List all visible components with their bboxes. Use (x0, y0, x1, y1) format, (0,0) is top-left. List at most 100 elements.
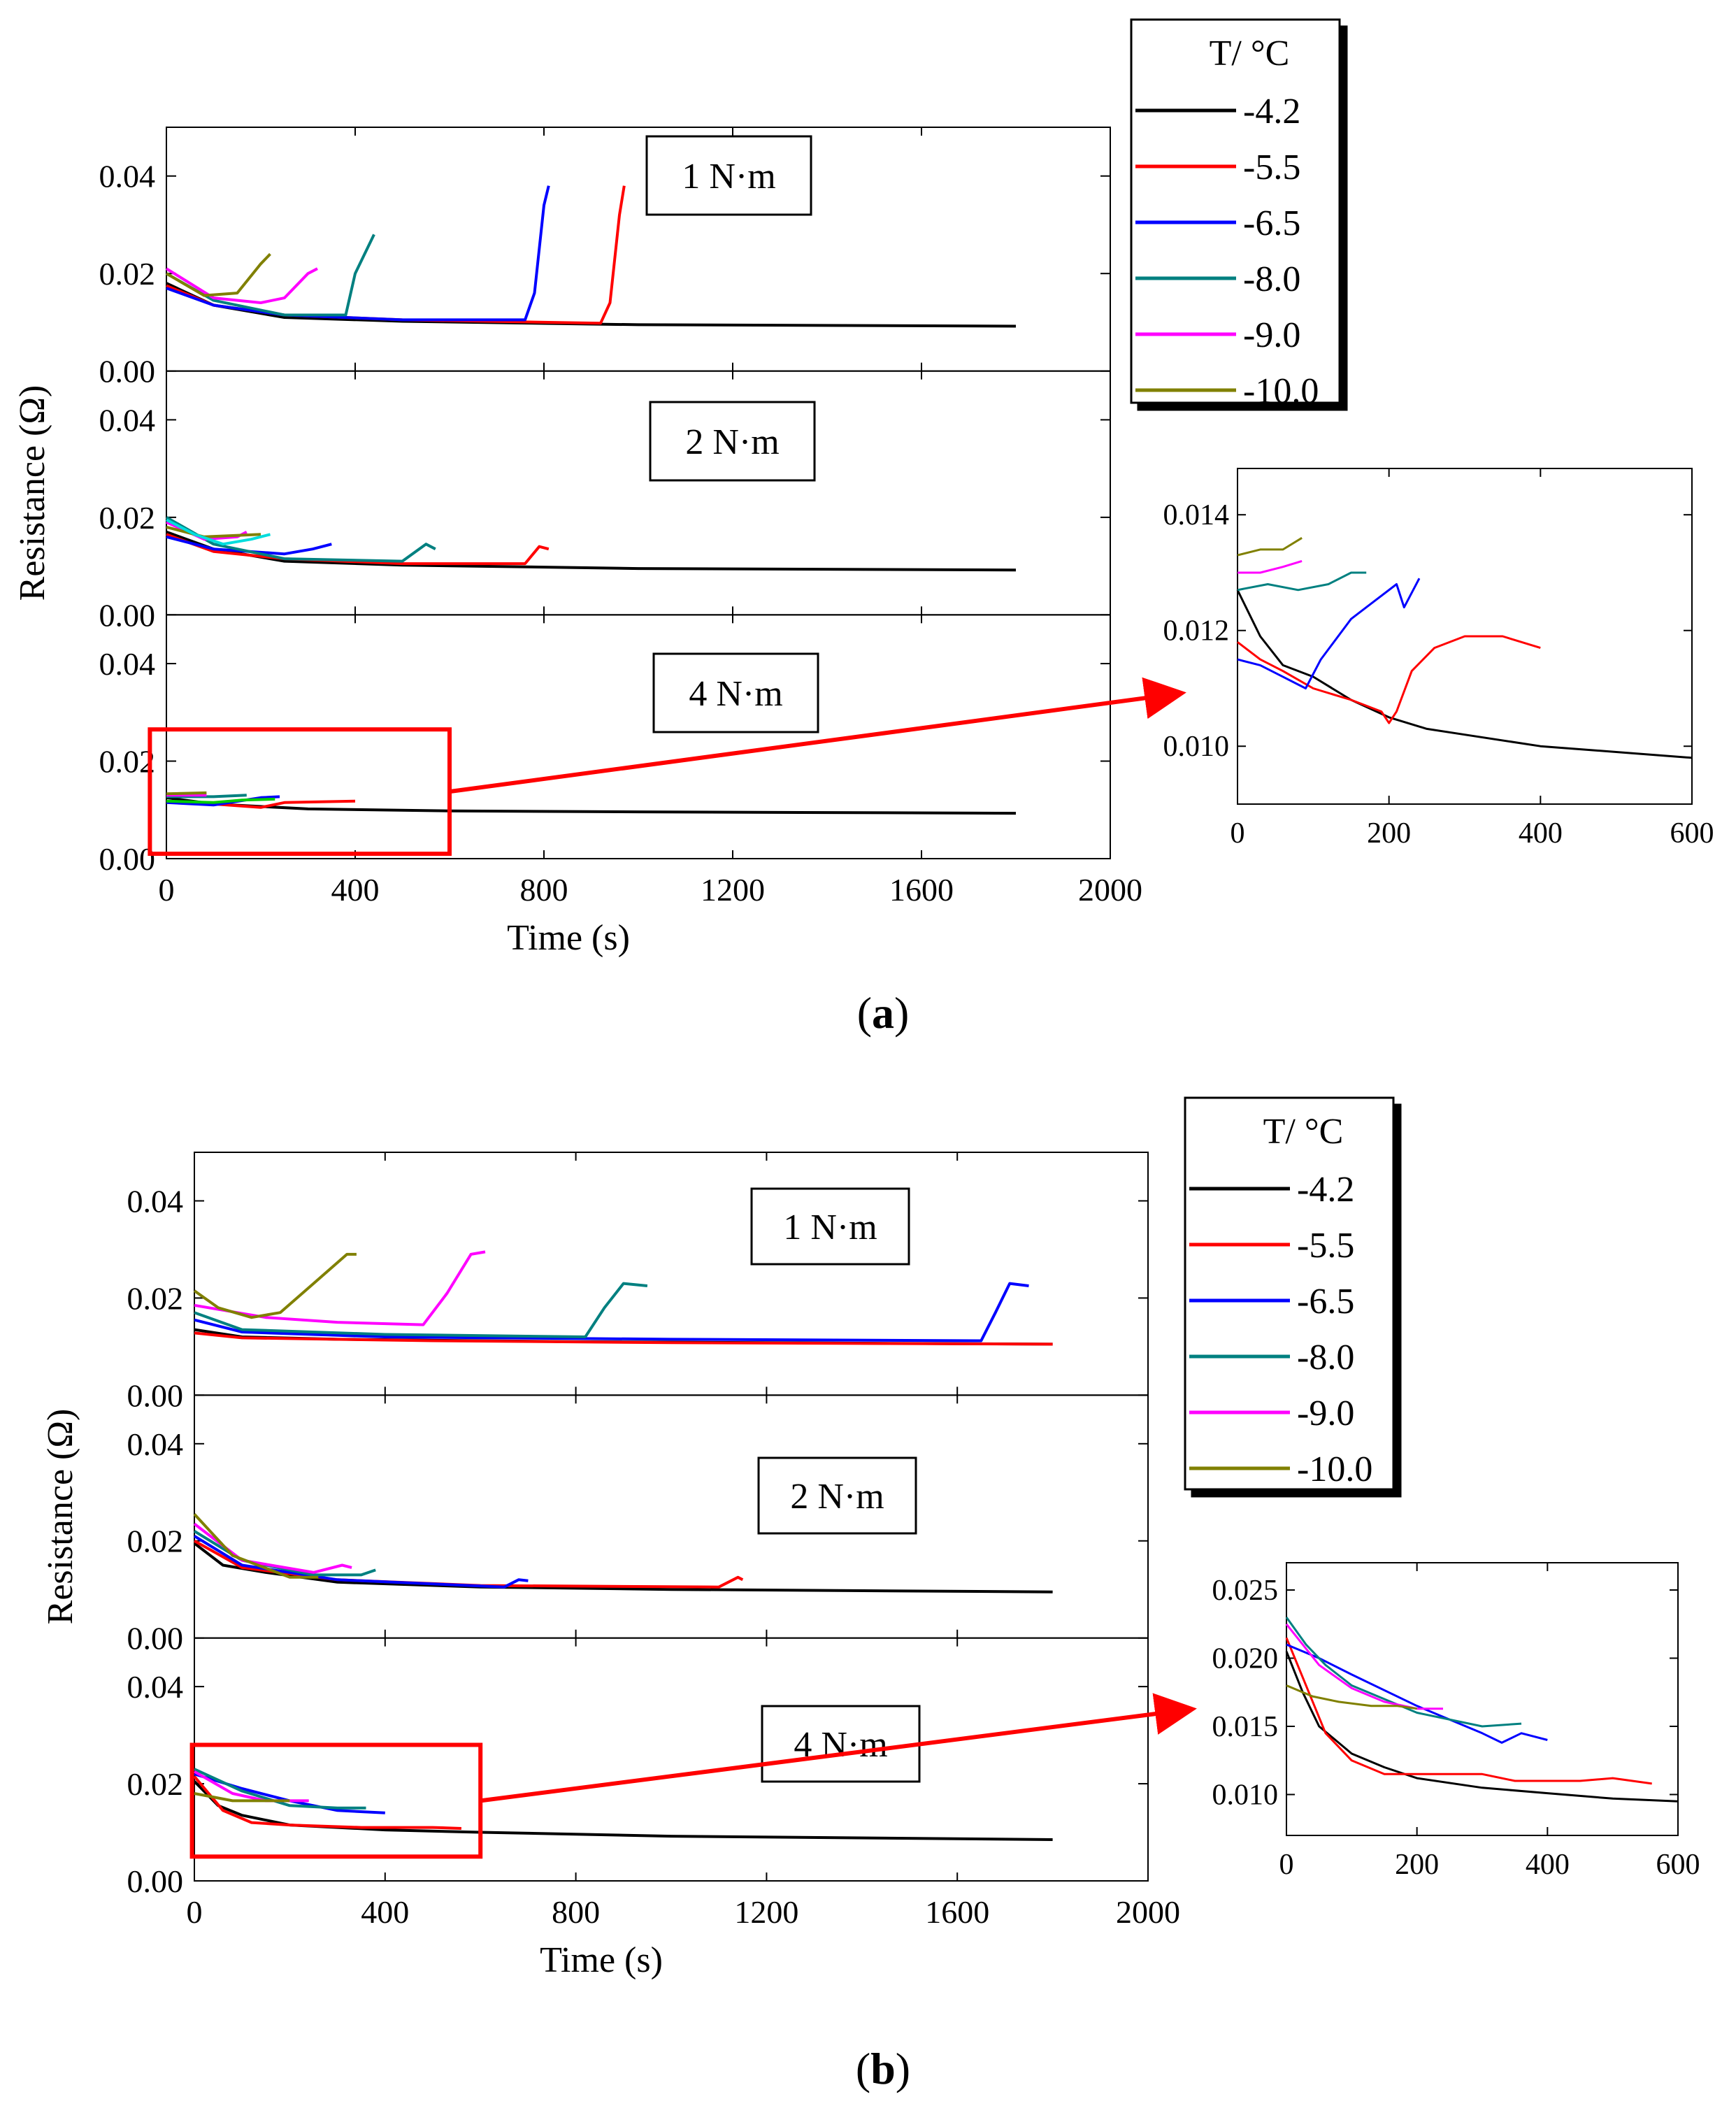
zoom-arrow (449, 677, 1186, 794)
series-line--8.0 (194, 1282, 648, 1338)
series-line--10.0 (1286, 1684, 1417, 1710)
legend-label: -5.5 (1243, 148, 1300, 187)
inset-x-tick-label: 0 (1231, 817, 1245, 850)
y-tick-label: 0.00 (99, 597, 156, 633)
subplot-a-2: 0.00 0.02 0.04 2 N·m (99, 370, 1111, 633)
torque-label-box (645, 135, 812, 216)
subplot-frame (166, 614, 1111, 859)
series-line--5.5 (194, 1331, 1053, 1346)
series-line--5.5 (193, 1775, 461, 1830)
subplot-b-3: 0.000.020.044 N·m (127, 1637, 1149, 1899)
series-line--9.0 (194, 1250, 486, 1326)
inset-x-tick-label: 200 (1367, 817, 1411, 850)
legend-label: -6.5 (1297, 1282, 1354, 1322)
x-tick-label: 2000 (1116, 1894, 1180, 1930)
torque-label: 1 N·m (682, 157, 775, 196)
legend-label: -5.5 (1297, 1226, 1354, 1266)
series-line--4.2 (193, 1542, 1053, 1594)
inset-x-tick-label: 200 (1395, 1849, 1439, 1881)
subplot-a-3: 0.00 0.02 0.04 4 N·m (99, 614, 1111, 877)
inset-y-tick-label: 0.014 (1163, 499, 1230, 531)
panel-caption: (a) (857, 988, 910, 1038)
zoom-arrow (480, 1693, 1197, 1803)
series-line--5.5 (166, 533, 550, 566)
torque-label: 2 N·m (685, 422, 779, 462)
legend-label: -4.2 (1243, 92, 1300, 131)
series-line--4.2 (193, 1780, 1053, 1841)
series-line--10.0 (166, 791, 207, 796)
inset-y-tick-label: 0.010 (1212, 1779, 1279, 1812)
x-tick-label: 0 (159, 872, 175, 908)
legend-box (1130, 18, 1341, 404)
legend-b: T/ °C -4.2 -5.5 -6.5 -8.0 -9.0 -10.0 (1184, 1096, 1402, 1498)
series-line--8.0 (166, 234, 375, 317)
y-tick-label: 0.00 (127, 1863, 184, 1899)
legend-label: -8.0 (1243, 259, 1300, 299)
y-axis-label: Resistance (Ω) (41, 1409, 80, 1625)
series-line--6.5 (166, 185, 550, 322)
y-tick-label: 0.04 (99, 402, 156, 438)
x-tick-label: 0 (187, 1894, 203, 1930)
series-line--6.5 (193, 1535, 529, 1589)
y-tick-label: 0.00 (127, 1377, 184, 1413)
torque-label-box (757, 1456, 917, 1535)
series-line--8.0 (194, 1768, 366, 1810)
subplot-b-2: 0.00 0.02 0.04 2 N·m (127, 1394, 1149, 1656)
legend-a: T/ °C -4.2 -5.5 -6.5 -8.0 -9.0 -10.0 (1130, 18, 1348, 411)
series-line--10.0 (194, 1792, 290, 1803)
series-line--10.0b (166, 518, 271, 546)
inset-frame (1237, 468, 1693, 805)
series-line--10.0 (165, 252, 271, 297)
series-line--8.0 (166, 794, 247, 798)
caption-open: ( (856, 2044, 870, 2093)
torque-label: 4 N·m (689, 674, 782, 714)
subplot-frame (194, 1394, 1149, 1639)
y-tick-label: 0.04 (127, 1183, 184, 1219)
series-line--4.2 (1285, 1651, 1679, 1803)
x-tick-label: 2000 (1078, 872, 1142, 908)
x-axis-label: Time (s) (507, 918, 630, 958)
y-tick-label: 0.02 (127, 1280, 184, 1316)
series-line--4.2 (166, 796, 1017, 815)
series-line--5.5 (166, 185, 626, 325)
zoom-region-box (148, 727, 452, 857)
panel-caption: (b) (856, 2044, 910, 2093)
caption-open: ( (857, 988, 872, 1038)
torque-label: 2 N·m (790, 1477, 884, 1517)
y-tick-label: 0.02 (127, 1524, 184, 1559)
inset-y-tick-label: 0.012 (1163, 615, 1230, 647)
inset-y-tick-label: 0.015 (1212, 1711, 1279, 1743)
subplot-b-1: 0.00 0.02 0.04 1 N·m (127, 1152, 1149, 1413)
series-line--6.5 (166, 535, 332, 556)
series-line--8.0 (1285, 1617, 1522, 1728)
legend-label: -10.0 (1243, 371, 1319, 411)
series-line--8.0 (1237, 571, 1367, 592)
y-tick-label: 0.00 (127, 1621, 184, 1656)
y-tick-label: 0.04 (99, 646, 156, 682)
y-tick-label: 0.02 (99, 256, 156, 292)
x-tick-label: 400 (331, 872, 380, 908)
panel-b: 0.000.020.041 N·m0.000.020.042 N·m0.000.… (41, 1096, 1700, 2093)
torque-label-box (652, 652, 819, 733)
series-line--5.5 (1285, 1637, 1652, 1785)
inset-b: 0.010 0.015 0.020 0.025 0 200 400 600 (1212, 1562, 1700, 1881)
series-line--10.0 (193, 1252, 357, 1319)
inset-x-tick-label: 400 (1519, 817, 1563, 850)
series-line--5.5 (194, 1539, 744, 1589)
y-tick-label: 0.04 (127, 1669, 184, 1705)
series-line--6.5 (1286, 1643, 1548, 1744)
torque-label-box (750, 1187, 910, 1266)
x-axis-label: Time (s) (540, 1940, 663, 1980)
legend-title: T/ °C (1210, 34, 1290, 73)
y-tick-label: 0.00 (99, 354, 156, 389)
y-tick-label: 0.02 (99, 744, 156, 780)
torque-label-box (649, 401, 816, 482)
series-line--9.0 (165, 267, 318, 304)
subplot-frame (166, 370, 1111, 616)
series-line--4.2 (1236, 589, 1693, 759)
x-tick-label: 1200 (734, 1894, 798, 1930)
series-line--9.0 (193, 1522, 352, 1574)
series-line--10.0b (166, 797, 275, 804)
legend-label: -6.5 (1243, 203, 1300, 243)
